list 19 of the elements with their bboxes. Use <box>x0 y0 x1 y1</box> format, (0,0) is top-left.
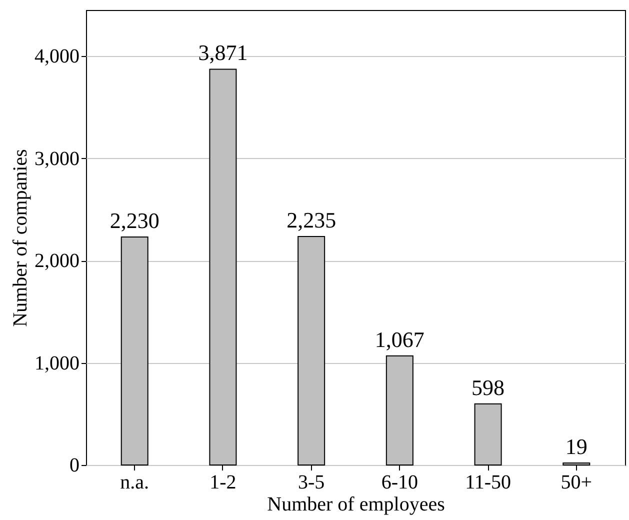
y-tick-label: 1,000 <box>34 352 80 374</box>
y-axis-title: Number of companies <box>10 148 32 327</box>
y-tick-label: 3,000 <box>34 148 80 170</box>
y-tick-label: 0 <box>70 454 80 476</box>
x-tick-label: 6-10 <box>381 472 418 494</box>
y-tick-label: 4,000 <box>34 46 80 68</box>
x-tick-label: 50+ <box>560 472 592 494</box>
data-label: 1,067 <box>374 326 424 352</box>
x-tick-label: 1-2 <box>210 472 236 494</box>
data-label: 2,230 <box>110 208 160 233</box>
x-tick-label: n.a. <box>120 472 150 494</box>
x-tick-label: 11-50 <box>465 472 511 494</box>
data-label: 19 <box>565 434 588 460</box>
x-axis-title: Number of employees <box>267 494 446 516</box>
x-tick-label: 3-5 <box>298 472 325 494</box>
data-label: 3,871 <box>198 40 248 66</box>
y-tick-label: 2,000 <box>34 250 80 272</box>
data-label: 598 <box>472 374 505 400</box>
data-label: 2,235 <box>286 207 336 232</box>
